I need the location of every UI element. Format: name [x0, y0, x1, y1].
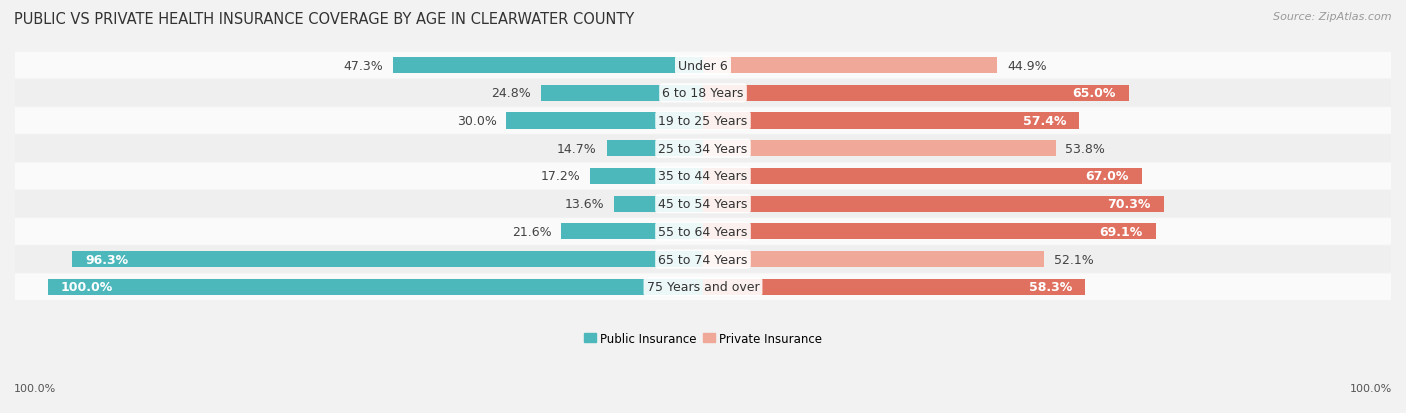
Bar — [703, 58, 997, 74]
FancyBboxPatch shape — [15, 218, 1391, 245]
Bar — [72, 252, 703, 268]
FancyBboxPatch shape — [15, 191, 1391, 217]
Text: 100.0%: 100.0% — [14, 383, 56, 393]
Text: 67.0%: 67.0% — [1085, 170, 1129, 183]
FancyBboxPatch shape — [15, 53, 1391, 79]
Text: 70.3%: 70.3% — [1107, 198, 1150, 211]
Text: 100.0%: 100.0% — [1350, 383, 1392, 393]
Text: 45 to 54 Years: 45 to 54 Years — [658, 198, 748, 211]
Text: Source: ZipAtlas.com: Source: ZipAtlas.com — [1274, 12, 1392, 22]
Bar — [703, 85, 1129, 102]
FancyBboxPatch shape — [15, 274, 1391, 300]
FancyBboxPatch shape — [15, 135, 1391, 162]
Bar — [703, 224, 1156, 240]
Text: 57.4%: 57.4% — [1022, 115, 1066, 128]
Bar — [394, 58, 703, 74]
FancyBboxPatch shape — [15, 81, 1391, 107]
Text: 65.0%: 65.0% — [1073, 87, 1116, 100]
Text: 53.8%: 53.8% — [1066, 142, 1105, 155]
Text: 100.0%: 100.0% — [60, 280, 112, 294]
Bar — [606, 141, 703, 157]
Text: 47.3%: 47.3% — [343, 59, 384, 72]
Text: 30.0%: 30.0% — [457, 115, 496, 128]
Bar — [703, 113, 1080, 129]
Text: 69.1%: 69.1% — [1099, 225, 1143, 238]
Bar — [614, 196, 703, 212]
Text: 21.6%: 21.6% — [512, 225, 551, 238]
FancyBboxPatch shape — [15, 246, 1391, 273]
Bar — [48, 279, 703, 295]
Text: 35 to 44 Years: 35 to 44 Years — [658, 170, 748, 183]
Text: 17.2%: 17.2% — [541, 170, 581, 183]
Bar — [561, 224, 703, 240]
Text: 25 to 34 Years: 25 to 34 Years — [658, 142, 748, 155]
Text: 13.6%: 13.6% — [564, 198, 605, 211]
Bar — [506, 113, 703, 129]
Bar — [591, 169, 703, 185]
Text: PUBLIC VS PRIVATE HEALTH INSURANCE COVERAGE BY AGE IN CLEARWATER COUNTY: PUBLIC VS PRIVATE HEALTH INSURANCE COVER… — [14, 12, 634, 27]
Text: 65 to 74 Years: 65 to 74 Years — [658, 253, 748, 266]
Bar — [703, 279, 1085, 295]
Bar — [703, 196, 1164, 212]
Text: 24.8%: 24.8% — [491, 87, 530, 100]
Text: 44.9%: 44.9% — [1007, 59, 1046, 72]
Bar — [703, 252, 1045, 268]
Bar — [540, 85, 703, 102]
Text: 96.3%: 96.3% — [86, 253, 128, 266]
Legend: Public Insurance, Private Insurance: Public Insurance, Private Insurance — [579, 328, 827, 350]
FancyBboxPatch shape — [15, 108, 1391, 135]
Text: 58.3%: 58.3% — [1029, 280, 1071, 294]
FancyBboxPatch shape — [15, 163, 1391, 190]
Bar — [703, 141, 1056, 157]
Bar — [703, 169, 1142, 185]
Text: 6 to 18 Years: 6 to 18 Years — [662, 87, 744, 100]
Text: 55 to 64 Years: 55 to 64 Years — [658, 225, 748, 238]
Text: 19 to 25 Years: 19 to 25 Years — [658, 115, 748, 128]
Text: 52.1%: 52.1% — [1054, 253, 1094, 266]
Text: 14.7%: 14.7% — [557, 142, 598, 155]
Text: 75 Years and over: 75 Years and over — [647, 280, 759, 294]
Text: Under 6: Under 6 — [678, 59, 728, 72]
